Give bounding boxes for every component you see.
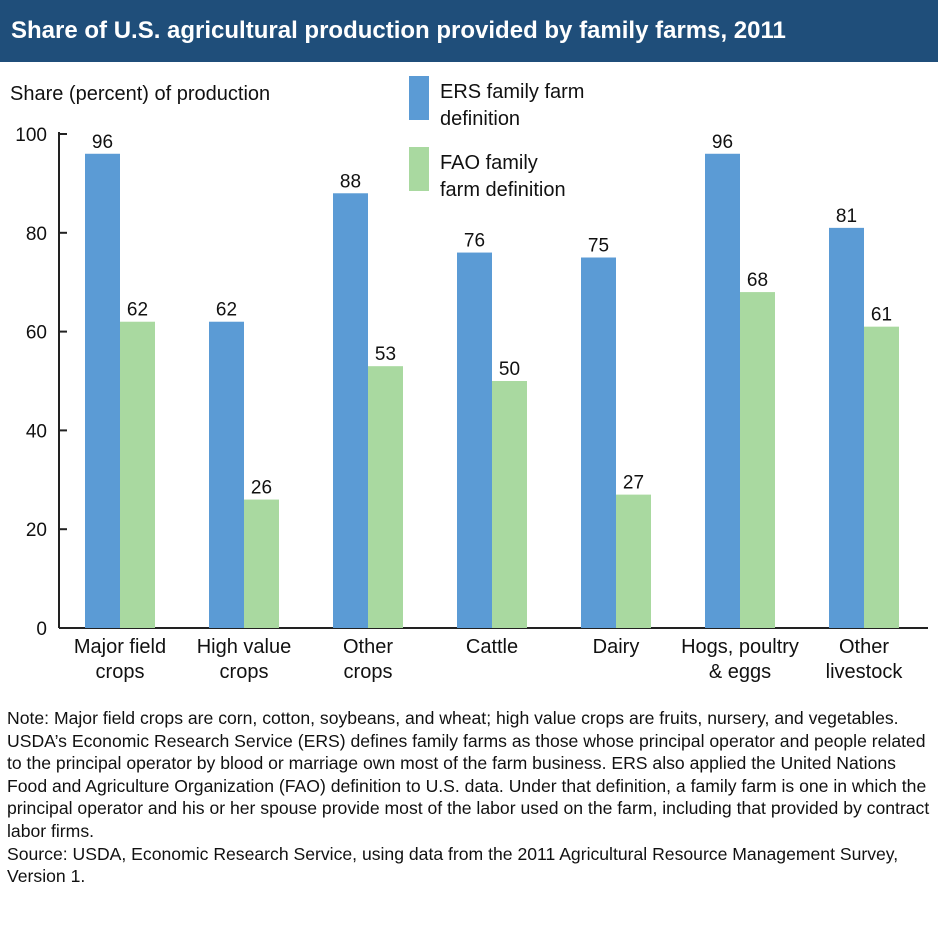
bar-fao (120, 321, 155, 628)
legend-label-fao: farm definition (440, 179, 566, 201)
legend-label-ers: ERS family farm (440, 81, 584, 103)
x-tick-label: Cattle (466, 636, 518, 658)
y-tick-label: 0 (36, 619, 47, 640)
bar-chart: 0 20 40 60 80 100 Share (percent) of productio… (10, 76, 928, 683)
data-label: 96 (92, 132, 113, 153)
y-tick-label: 60 (26, 323, 47, 344)
x-tick-label: & eggs (709, 661, 771, 683)
bar-fao (616, 494, 651, 628)
legend-swatch-ers (409, 76, 429, 120)
data-label: 62 (127, 300, 148, 321)
bar-fao (492, 381, 527, 628)
data-label: 75 (588, 236, 609, 257)
bar-fao (864, 326, 899, 628)
source-text: Source: USDA, Economic Research Service,… (7, 843, 899, 887)
bar-ers (581, 257, 616, 628)
bar-ers (705, 153, 740, 628)
x-tick-label: Hogs, poultry (681, 636, 799, 658)
data-label: 76 (464, 231, 485, 252)
bar-ers (333, 193, 368, 628)
x-tick-label: Dairy (593, 636, 640, 658)
bar-ers (457, 252, 492, 628)
x-tick-label: livestock (826, 661, 904, 683)
data-label: 27 (623, 473, 644, 494)
data-label: 96 (712, 132, 733, 153)
data-label: 68 (747, 270, 768, 291)
bar-ers (85, 153, 120, 628)
bar-fao (368, 366, 403, 628)
y-axis-title: Share (percent) of production (10, 83, 270, 105)
x-tick-label: Other (839, 636, 889, 658)
bar-ers (209, 321, 244, 628)
x-tick-label: crops (220, 661, 269, 683)
chart-note: Note: Major field crops are corn, cotton… (7, 707, 931, 888)
legend-label-fao: FAO family (440, 152, 538, 174)
x-tick-label: Major field (74, 636, 166, 658)
bar-fao (244, 499, 279, 628)
y-tick-label: 20 (26, 520, 47, 541)
bar-ers (829, 227, 864, 629)
data-label: 53 (375, 344, 396, 365)
legend-swatch-fao (409, 147, 429, 191)
data-label: 61 (871, 305, 892, 326)
x-tick-label: crops (344, 661, 393, 683)
x-tick-label: High value (197, 636, 292, 658)
data-label: 81 (836, 206, 857, 227)
data-label: 50 (499, 359, 520, 380)
y-tick-label: 100 (15, 125, 47, 146)
data-label: 88 (340, 171, 361, 192)
chart-title: Share of U.S. agricultural production pr… (0, 0, 938, 62)
x-tick-label: crops (96, 661, 145, 683)
legend-label-ers: definition (440, 108, 520, 130)
y-tick-label: 80 (26, 224, 47, 245)
x-tick-label: Other (343, 636, 393, 658)
note-text: Note: Major field crops are corn, cotton… (7, 708, 930, 841)
bar-fao (740, 292, 775, 628)
y-tick-label: 40 (26, 421, 47, 442)
data-label: 62 (216, 300, 237, 321)
data-label: 26 (251, 478, 272, 499)
